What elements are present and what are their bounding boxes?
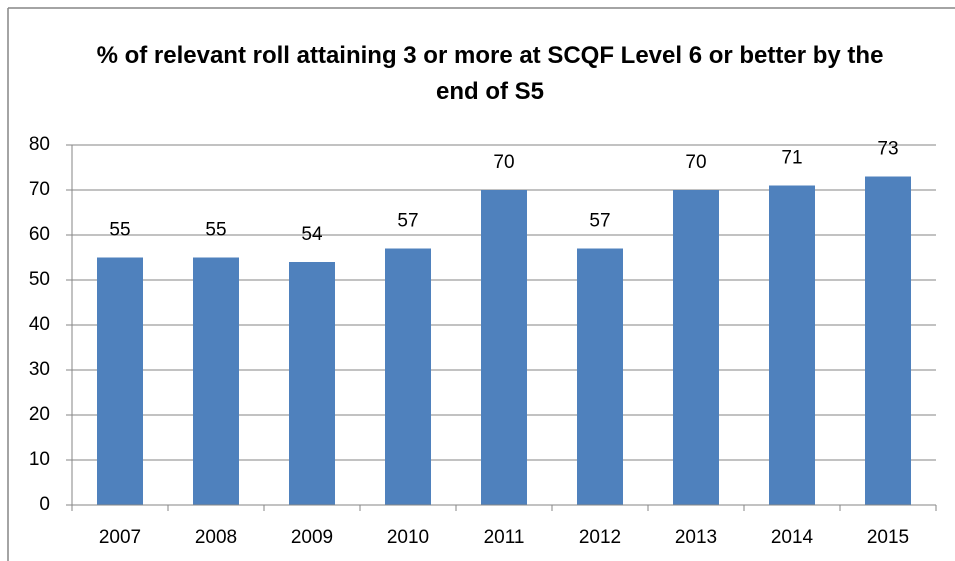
x-tick-label: 2014 [771, 527, 814, 548]
y-tick-label: 10 [29, 449, 50, 470]
value-label: 73 [877, 139, 898, 160]
value-label: 57 [397, 211, 418, 232]
x-tick-label: 2011 [484, 527, 525, 548]
value-label: 70 [493, 152, 514, 173]
x-tick-label: 2012 [579, 527, 621, 548]
x-tick-label: 2007 [99, 527, 141, 548]
x-tick-label: 2009 [291, 527, 333, 548]
value-label: 57 [589, 211, 610, 232]
bar [289, 262, 335, 505]
x-tick-label: 2013 [675, 527, 717, 548]
y-tick-label: 20 [29, 404, 50, 425]
y-tick-label: 0 [39, 494, 50, 515]
value-label: 71 [781, 148, 802, 169]
value-label: 55 [205, 220, 226, 241]
x-tick-label: 2008 [195, 527, 237, 548]
bar [577, 248, 623, 505]
value-label: 54 [301, 224, 323, 245]
x-tick-label: 2015 [867, 527, 909, 548]
y-tick-label: 60 [29, 224, 50, 245]
y-tick-label: 30 [29, 359, 50, 380]
chart-title: % of relevant roll attaining 3 or more a… [96, 42, 884, 105]
bar [97, 257, 143, 505]
bar [769, 185, 815, 505]
bar [193, 257, 239, 505]
y-tick-label: 80 [29, 134, 50, 155]
bar [385, 248, 431, 505]
bar [673, 190, 719, 505]
x-tick-label: 2010 [387, 527, 429, 548]
bar [481, 190, 527, 505]
value-label: 70 [685, 152, 706, 173]
bar [865, 176, 911, 505]
y-tick-label: 40 [29, 314, 50, 335]
y-tick-label: 50 [29, 269, 50, 290]
y-tick-label: 70 [29, 179, 50, 200]
value-label: 55 [109, 220, 130, 241]
